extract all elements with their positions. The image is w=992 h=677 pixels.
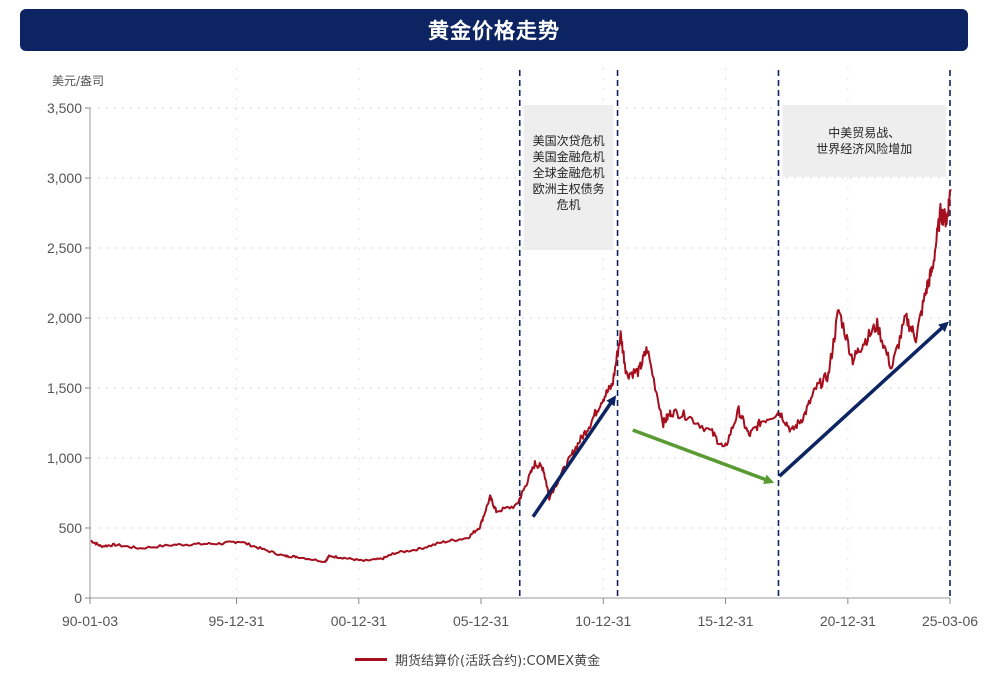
annotation-shade: [523, 105, 614, 250]
annotation-text: 全球金融危机: [533, 165, 605, 180]
axes: 0 500 1,000 1,500 2,000 2,500 3,000 3,500 90-01-…: [47, 100, 978, 629]
annotation-shade: [782, 105, 946, 177]
grid-lines: [90, 68, 950, 598]
legend-label: 期货结算价(活跃合约):COMEX黄金: [395, 654, 601, 669]
legend-swatch: [355, 658, 387, 661]
x-tick-label: 05-12-31: [453, 613, 509, 629]
y-tick-label: 1,000: [47, 450, 82, 466]
y-tick-label: 2,500: [47, 240, 82, 256]
annotation-text: 中美贸易战、: [828, 125, 900, 140]
y-tick-label: 2,000: [47, 310, 82, 326]
annotation-text: 欧洲主权债务: [533, 181, 605, 196]
y-tick-label: 3,500: [47, 100, 82, 116]
x-tick-label: 15-12-31: [698, 613, 754, 629]
y-unit-label: 美元/盎司: [52, 74, 104, 88]
y-tick-label: 3,000: [47, 170, 82, 186]
x-tick-label: 95-12-31: [208, 613, 264, 629]
trend-arrow-down: [632, 428, 775, 485]
trend-arrow-up: [778, 321, 949, 478]
legend: 期货结算价(活跃合约):COMEX黄金: [355, 650, 600, 669]
x-tick-label: 00-12-31: [331, 613, 387, 629]
title-bar: 黄金价格走势: [20, 9, 968, 51]
annotation-shades: [523, 105, 946, 250]
page-title: 黄金价格走势: [428, 19, 560, 43]
y-tick-label: 0: [74, 590, 82, 606]
y-tick-label: 500: [59, 520, 83, 536]
y-tick-label: 1,500: [47, 380, 82, 396]
annotation-text: 危机: [557, 198, 581, 212]
annotation-text: 世界经济风险增加: [816, 141, 912, 156]
x-tick-label: 20-12-31: [820, 613, 876, 629]
annotation-text: 美国金融危机: [533, 149, 605, 164]
vertical-markers: [518, 70, 951, 598]
x-tick-label: 90-01-03: [62, 613, 118, 629]
series-group: [90, 189, 952, 564]
trend-arrows: [531, 321, 949, 518]
trend-arrow-up: [531, 395, 617, 518]
x-tick-label: 25-03-06: [922, 613, 978, 629]
series-line-comex-gold: [90, 189, 952, 564]
annotation-text: 美国次贷危机: [533, 134, 605, 148]
x-tick-label: 10-12-31: [575, 613, 631, 629]
